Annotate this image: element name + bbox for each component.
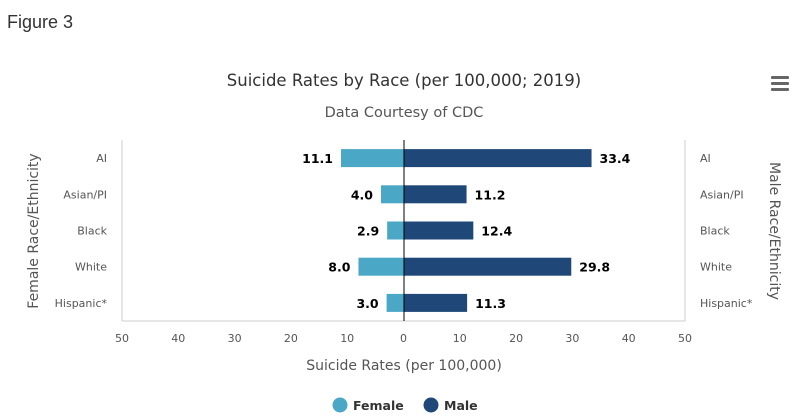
female-value-label-white: 8.0 [328,260,350,275]
male-bar-asian-pi[interactable] [403,185,467,204]
y-axis-title-left: Female Race/Ethnicity [26,153,42,308]
figure-label: Figure 3 [7,12,74,32]
x-tick-label: 0 [400,332,407,345]
male-value-label-hispanic: 11.3 [475,296,506,311]
right-category-label-hispanic: Hispanic* [700,297,753,310]
male-value-label-white: 29.8 [579,260,610,275]
legend-item-male[interactable]: Male [423,397,478,414]
left-category-label-white: White [75,261,107,274]
right-category-label-asian-pi: Asian/PI [700,188,744,201]
x-axis-title: Suicide Rates (per 100,000) [306,358,502,374]
legend-item-female[interactable]: Female [332,397,404,414]
labels-layer: 11.1 33.4 AI AI 4.0 11.2 Asian/PI Asian/PI 2.9 12… [55,151,753,311]
female-value-label-asian-pi: 4.0 [351,187,373,202]
female-value-label-hispanic: 3.0 [356,296,378,311]
female-bar-ai[interactable] [341,149,404,168]
chart-subtitle: Data Courtesy of CDC [325,105,484,121]
male-bar-ai[interactable] [403,149,592,168]
x-tick-label: 30 [565,332,579,345]
male-bar-black[interactable] [403,221,474,240]
x-tick-label: 10 [340,332,354,345]
male-value-label-asian-pi: 11.2 [475,187,506,202]
male-value-label-black: 12.4 [481,224,512,239]
bars-layer [341,149,592,312]
x-tick-label: 20 [509,332,523,345]
right-category-label-black: Black [700,225,730,238]
male-value-label-ai: 33.4 [600,151,631,166]
x-tick-label: 30 [228,332,242,345]
legend-female-marker [332,397,348,413]
legend-female-label: Female [353,398,404,413]
x-tick-labels: 50 40 30 20 10 0 10 20 30 40 50 [115,332,692,345]
left-category-label-asian-pi: Asian/PI [63,188,107,201]
x-tick-label: 50 [115,332,129,345]
female-bar-asian-pi[interactable] [380,185,404,204]
right-category-label-ai: AI [700,152,711,165]
x-tick-label: 10 [453,332,467,345]
x-tick-label: 50 [678,332,692,345]
male-bar-hispanic[interactable] [403,293,468,312]
left-category-label-black: Black [77,225,107,238]
female-bar-hispanic[interactable] [386,293,404,312]
female-value-label-black: 2.9 [357,224,379,239]
female-value-label-ai: 11.1 [302,151,333,166]
female-bar-black[interactable] [387,221,404,240]
x-tick-label: 20 [284,332,298,345]
left-category-label-hispanic: Hispanic* [55,297,108,310]
female-bar-white[interactable] [358,257,404,276]
legend: Female Male [332,397,478,414]
male-bar-white[interactable] [403,257,572,276]
x-tick-label: 40 [622,332,636,345]
chart-title: Suicide Rates by Race (per 100,000; 2019… [227,71,581,90]
legend-male-marker [423,397,439,413]
right-category-label-white: White [700,261,732,274]
y-axis-title-right: Male Race/Ethnicity [766,162,782,300]
legend-male-label: Male [444,398,478,413]
x-tick-label: 40 [171,332,185,345]
hamburger-menu-icon[interactable] [771,76,789,91]
left-category-label-ai: AI [96,152,107,165]
